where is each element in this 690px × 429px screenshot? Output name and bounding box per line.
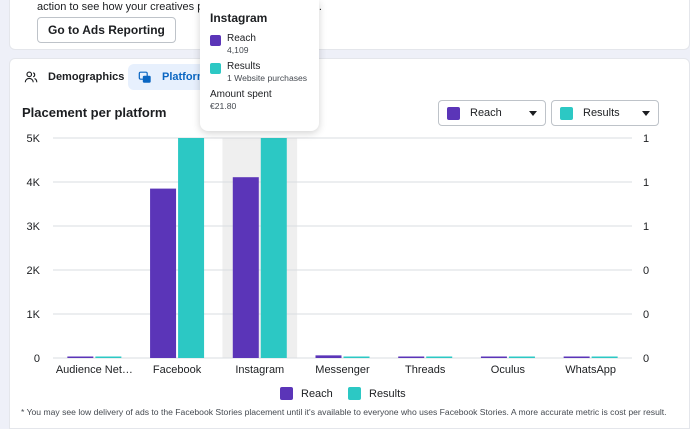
platform-icon xyxy=(138,71,151,83)
section-title: Placement per platform xyxy=(22,105,167,120)
go-to-ads-reporting-button[interactable]: Go to Ads Reporting xyxy=(37,17,176,43)
left-axis-tick-label: 0 xyxy=(34,353,40,365)
left-axis-tick-label: 5K xyxy=(27,133,41,145)
ads-reporting-card: action to see how your creatives perform… xyxy=(9,0,690,50)
bar-reach xyxy=(232,177,259,358)
tooltip-title: Instagram xyxy=(210,11,268,25)
category-tick-label: Audience Net… xyxy=(56,364,133,376)
bar-results xyxy=(591,356,618,358)
bar-results xyxy=(260,138,287,358)
footnote: * You may see low delivery of ads to the… xyxy=(21,407,667,417)
bar-reach xyxy=(315,355,342,358)
bar-results xyxy=(508,356,535,358)
tooltip-results-value: 1 Website purchases xyxy=(227,73,308,83)
left-axis-tick-label: 3K xyxy=(27,221,41,233)
chevron-down-icon xyxy=(529,110,537,116)
legend-results-label: Results xyxy=(369,387,406,400)
results-metric-dropdown[interactable]: Results xyxy=(551,100,659,126)
bar-reach xyxy=(67,356,94,358)
reach-swatch xyxy=(447,106,460,120)
tab-platform-label: Platform xyxy=(162,71,207,83)
reach-metric-dropdown[interactable]: Reach xyxy=(438,100,546,126)
category-tick-label: WhatsApp xyxy=(565,364,616,376)
right-axis-tick-label: 1 xyxy=(643,133,649,145)
legend-results-swatch xyxy=(348,387,361,400)
bar-results xyxy=(178,138,205,358)
tooltip-results-swatch xyxy=(210,63,221,74)
category-tick-label: Oculus xyxy=(491,364,526,376)
bar-reach xyxy=(563,356,590,358)
people-icon xyxy=(24,71,38,83)
reach-dropdown-label: Reach xyxy=(470,107,502,119)
category-tick-label: Messenger xyxy=(315,364,370,376)
right-axis-tick-label: 0 xyxy=(643,353,649,365)
right-axis-tick-label: 0 xyxy=(643,265,649,277)
right-axis-tick-label: 1 xyxy=(643,177,649,189)
category-tick-label: Instagram xyxy=(235,364,284,376)
bar-reach xyxy=(398,356,425,358)
left-axis-tick-label: 2K xyxy=(27,265,41,277)
bar-results xyxy=(95,356,122,358)
legend-results: Results xyxy=(348,387,406,400)
tooltip-amount-label: Amount spent xyxy=(210,89,272,100)
bar-reach xyxy=(480,356,507,358)
legend-reach-label: Reach xyxy=(301,387,333,400)
placement-chart: 0 0 1K 0 2K 0 3K 1 4K 1 5K 1 Audience Net… Facebook In… xyxy=(27,133,650,376)
tab-demographics[interactable]: Demographics xyxy=(14,64,134,90)
left-axis-tick-label: 4K xyxy=(27,177,41,189)
bar-results xyxy=(426,356,453,358)
right-axis-tick-label: 0 xyxy=(643,309,649,321)
tooltip-results-row: Results 1 Website purchases xyxy=(210,61,309,83)
right-axis-tick-label: 1 xyxy=(643,221,649,233)
tooltip-amount-value: €21.80 xyxy=(210,101,237,111)
results-dropdown-label: Results xyxy=(583,107,620,119)
legend-reach: Reach xyxy=(280,387,333,400)
tooltip-reach-value: 4,109 xyxy=(227,45,249,55)
bar-results xyxy=(343,356,370,358)
tooltip-reach-swatch xyxy=(210,35,221,46)
bar-reach xyxy=(150,188,177,358)
category-tick-label: Threads xyxy=(405,364,446,376)
tab-demographics-label: Demographics xyxy=(48,71,125,83)
chevron-down-icon xyxy=(642,110,650,116)
left-axis-tick-label: 1K xyxy=(27,309,41,321)
legend-reach-swatch xyxy=(280,387,293,400)
category-tick-label: Facebook xyxy=(153,364,202,376)
chart-tooltip: Instagram Reach 4,109 Results 1 Website … xyxy=(200,0,319,131)
tooltip-results-label: Results xyxy=(227,61,261,72)
platform-panel: Demographics Platform Placement per plat… xyxy=(9,58,690,429)
tooltip-reach-row: Reach 4,109 xyxy=(210,33,309,55)
results-swatch xyxy=(560,106,573,120)
tooltip-reach-label: Reach xyxy=(227,33,256,44)
